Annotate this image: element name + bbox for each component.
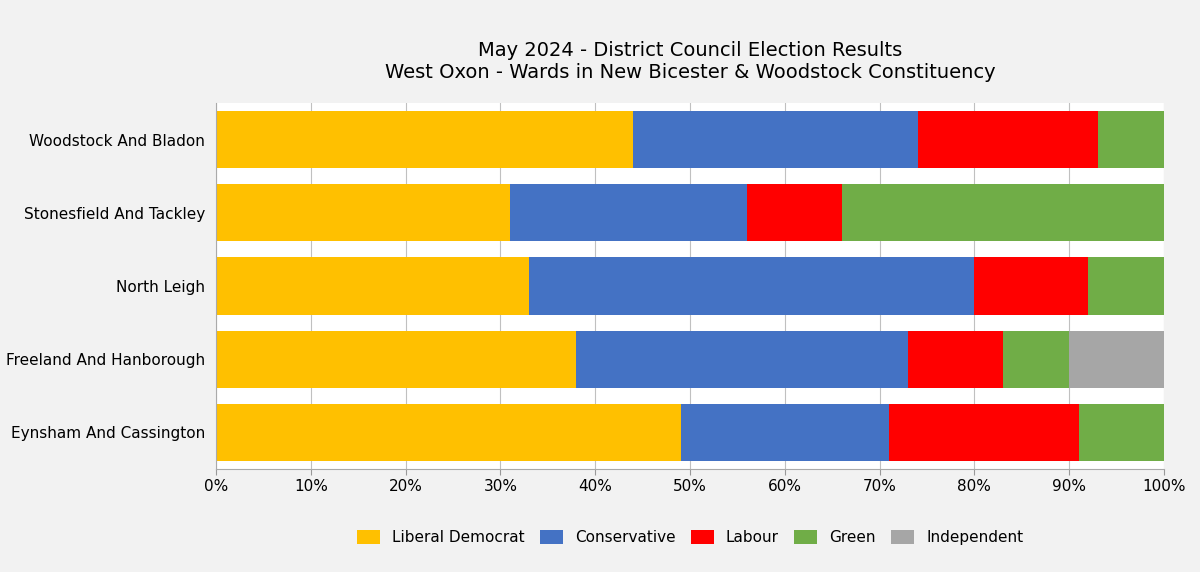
Bar [216, 404, 680, 461]
Bar [1088, 257, 1164, 315]
Bar [1098, 111, 1164, 168]
Title: May 2024 - District Council Election Results
West Oxon - Wards in New Bicester &: May 2024 - District Council Election Res… [385, 41, 995, 82]
Bar [529, 257, 974, 315]
Legend: Liberal Democrat, Conservative, Labour, Green, Independent: Liberal Democrat, Conservative, Labour, … [350, 525, 1030, 551]
Bar [216, 111, 634, 168]
Bar [576, 331, 908, 388]
Bar [216, 257, 529, 315]
Bar [1079, 404, 1164, 461]
Bar [908, 331, 1003, 388]
Bar [680, 404, 889, 461]
Bar [510, 184, 746, 241]
Bar [1003, 331, 1069, 388]
Bar [634, 111, 918, 168]
Bar [216, 184, 510, 241]
Bar [746, 184, 841, 241]
Bar [918, 111, 1098, 168]
Bar [1069, 331, 1164, 388]
Bar [216, 331, 576, 388]
Bar [841, 184, 1164, 241]
Bar [889, 404, 1079, 461]
Bar [974, 257, 1088, 315]
